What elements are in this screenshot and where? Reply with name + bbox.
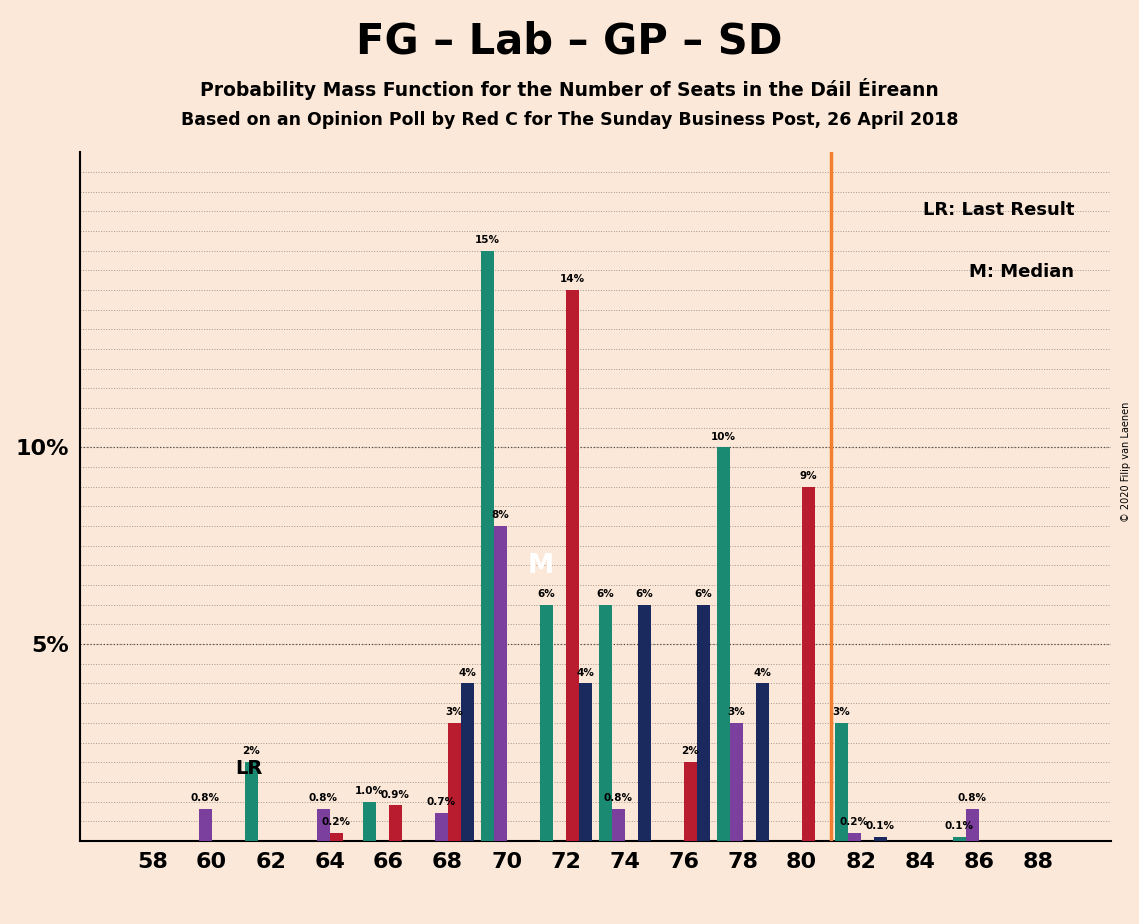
- Text: 4%: 4%: [576, 668, 595, 677]
- Text: 8%: 8%: [491, 510, 509, 520]
- Text: 0.1%: 0.1%: [866, 821, 894, 831]
- Bar: [683, 762, 697, 841]
- Text: 6%: 6%: [636, 589, 653, 599]
- Bar: [716, 447, 730, 841]
- Bar: [362, 801, 376, 841]
- Bar: [493, 526, 507, 841]
- Bar: [317, 809, 329, 841]
- Text: 6%: 6%: [538, 589, 555, 599]
- Text: 6%: 6%: [597, 589, 614, 599]
- Bar: [966, 809, 978, 841]
- Bar: [952, 837, 966, 841]
- Text: 4%: 4%: [753, 668, 771, 677]
- Bar: [198, 809, 212, 841]
- Bar: [329, 833, 343, 841]
- Bar: [697, 605, 710, 841]
- Text: 0.9%: 0.9%: [380, 789, 410, 799]
- Text: 0.2%: 0.2%: [321, 817, 351, 827]
- Bar: [460, 684, 474, 841]
- Text: 0.8%: 0.8%: [958, 794, 986, 804]
- Bar: [448, 723, 460, 841]
- Text: 9%: 9%: [800, 471, 817, 480]
- Bar: [481, 250, 493, 841]
- Bar: [730, 723, 743, 841]
- Bar: [540, 605, 552, 841]
- Text: 1.0%: 1.0%: [354, 785, 384, 796]
- Text: 14%: 14%: [559, 274, 584, 285]
- Bar: [874, 837, 886, 841]
- Text: Based on an Opinion Poll by Red C for The Sunday Business Post, 26 April 2018: Based on an Opinion Poll by Red C for Th…: [181, 111, 958, 128]
- Text: 3%: 3%: [445, 707, 462, 717]
- Text: 2%: 2%: [681, 747, 699, 756]
- Bar: [388, 806, 402, 841]
- Text: 6%: 6%: [695, 589, 712, 599]
- Bar: [579, 684, 591, 841]
- Text: 15%: 15%: [475, 235, 500, 245]
- Text: 0.8%: 0.8%: [604, 794, 632, 804]
- Text: 0.7%: 0.7%: [426, 797, 456, 808]
- Text: 0.1%: 0.1%: [944, 821, 974, 831]
- Text: © 2020 Filip van Laenen: © 2020 Filip van Laenen: [1121, 402, 1131, 522]
- Bar: [566, 290, 579, 841]
- Text: 4%: 4%: [458, 668, 476, 677]
- Text: 10%: 10%: [711, 432, 736, 442]
- Text: 0.8%: 0.8%: [309, 794, 337, 804]
- Text: 0.8%: 0.8%: [190, 794, 220, 804]
- Bar: [755, 684, 769, 841]
- Bar: [835, 723, 847, 841]
- Bar: [847, 833, 861, 841]
- Bar: [638, 605, 650, 841]
- Text: 3%: 3%: [833, 707, 850, 717]
- Text: Probability Mass Function for the Number of Seats in the Dáil Éireann: Probability Mass Function for the Number…: [200, 78, 939, 100]
- Text: LR: Last Result: LR: Last Result: [923, 201, 1074, 219]
- Bar: [435, 813, 448, 841]
- Text: 2%: 2%: [243, 747, 260, 756]
- Text: LR: LR: [235, 759, 262, 778]
- Text: M: Median: M: Median: [969, 262, 1074, 281]
- Text: 3%: 3%: [728, 707, 745, 717]
- Text: M: M: [527, 553, 554, 579]
- Bar: [599, 605, 612, 841]
- Text: 0.2%: 0.2%: [839, 817, 869, 827]
- Bar: [802, 487, 814, 841]
- Text: FG – Lab – GP – SD: FG – Lab – GP – SD: [357, 20, 782, 62]
- Bar: [245, 762, 257, 841]
- Bar: [612, 809, 624, 841]
